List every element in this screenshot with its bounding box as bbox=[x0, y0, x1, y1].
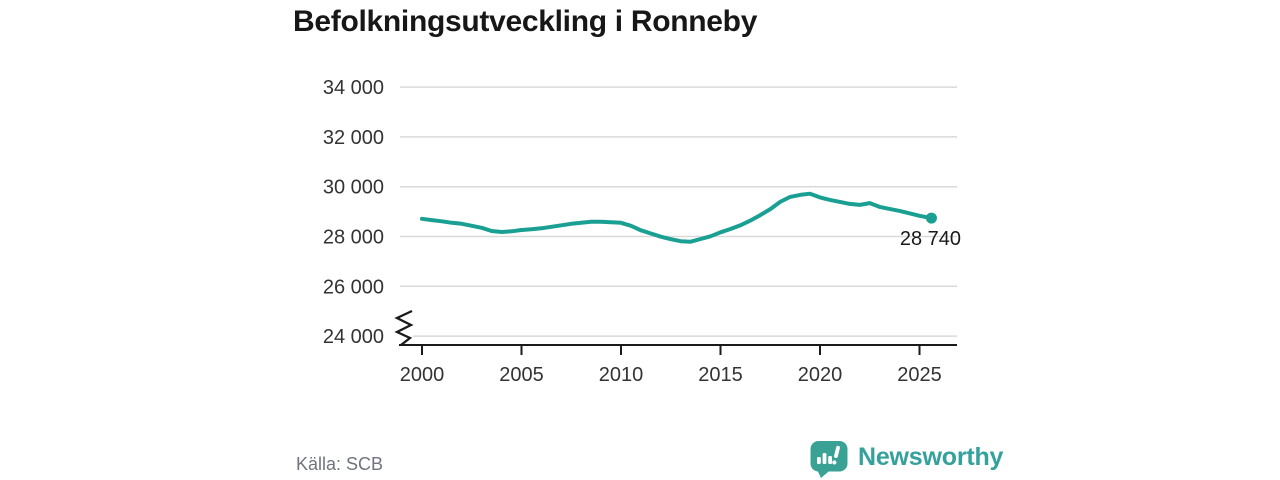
newsworthy-wordmark: Newsworthy bbox=[858, 443, 1004, 471]
newsworthy-speech-bubble-chart-icon bbox=[810, 441, 848, 478]
y-axis-label: 34 000 bbox=[323, 77, 384, 99]
y-axis-label: 28 000 bbox=[323, 227, 384, 249]
x-axis-label: 2000 bbox=[400, 364, 445, 386]
x-axis-label: 2025 bbox=[897, 364, 942, 386]
x-axis-label: 2020 bbox=[798, 364, 843, 386]
chart-title: Befolkningsutveckling i Ronneby bbox=[293, 5, 758, 38]
y-axis-label: 30 000 bbox=[323, 177, 384, 199]
y-axis-label: 32 000 bbox=[323, 127, 384, 149]
x-axis-label: 2005 bbox=[499, 364, 544, 386]
y-axis-label: 24 000 bbox=[323, 326, 384, 348]
x-axis-label: 2015 bbox=[698, 364, 743, 386]
latest-value-label: 28 740 bbox=[900, 228, 961, 250]
axis-break-icon bbox=[394, 309, 414, 346]
y-axis-label: 26 000 bbox=[323, 276, 384, 298]
population-line bbox=[420, 191, 934, 244]
source-note: Källa: SCB bbox=[296, 454, 384, 474]
newsworthy-logo[interactable]: Newsworthy bbox=[810, 440, 1003, 479]
x-axis-label: 2010 bbox=[599, 364, 644, 386]
latest-point-marker bbox=[925, 212, 937, 224]
